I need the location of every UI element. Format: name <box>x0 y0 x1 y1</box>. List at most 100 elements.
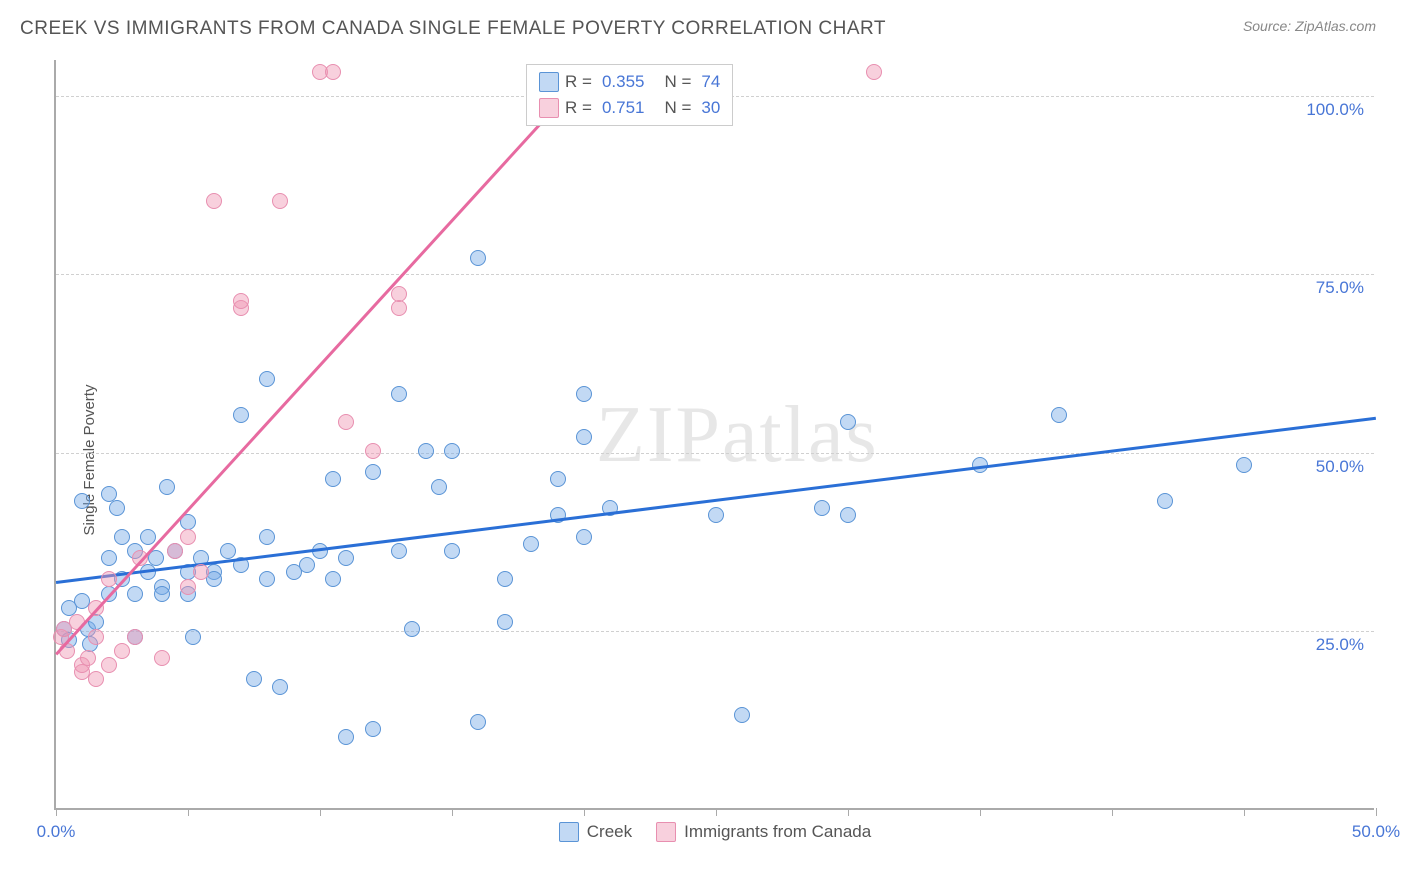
legend-label: Creek <box>587 822 632 842</box>
data-point <box>470 714 486 730</box>
y-tick-label: 100.0% <box>1306 100 1364 120</box>
data-point <box>127 586 143 602</box>
data-point <box>1236 457 1252 473</box>
r-value: 0.751 <box>602 95 645 121</box>
legend-swatch <box>559 822 579 842</box>
data-point <box>365 464 381 480</box>
data-point <box>470 250 486 266</box>
x-tick <box>188 808 189 816</box>
data-point <box>148 550 164 566</box>
data-point <box>338 414 354 430</box>
data-point <box>523 536 539 552</box>
legend-bottom: Creek Immigrants from Canada <box>56 822 1374 842</box>
x-tick <box>980 808 981 816</box>
r-value: 0.355 <box>602 69 645 95</box>
data-point <box>140 529 156 545</box>
data-point <box>272 193 288 209</box>
legend-row: R = 0.355 N = 74 <box>539 69 720 95</box>
data-point <box>325 64 341 80</box>
data-point <box>1157 493 1173 509</box>
data-point <box>576 386 592 402</box>
chart-title: CREEK VS IMMIGRANTS FROM CANADA SINGLE F… <box>20 18 886 40</box>
data-point <box>259 371 275 387</box>
data-point <box>272 679 288 695</box>
plot-area: ZIPatlas CreekImmigrants from Canada 25.… <box>54 60 1374 810</box>
data-point <box>431 479 447 495</box>
data-point <box>185 629 201 645</box>
x-tick <box>848 808 849 816</box>
data-point <box>154 650 170 666</box>
data-point <box>391 300 407 316</box>
gridline <box>56 274 1374 275</box>
legend-label: Immigrants from Canada <box>684 822 871 842</box>
data-point <box>814 500 830 516</box>
x-tick <box>1112 808 1113 816</box>
x-tick <box>716 808 717 816</box>
data-point <box>391 543 407 559</box>
data-point <box>88 671 104 687</box>
r-label: R = <box>565 69 592 95</box>
chart-container: Single Female Poverty ZIPatlas CreekImmi… <box>20 50 1386 870</box>
data-point <box>259 529 275 545</box>
x-tick <box>320 808 321 816</box>
data-point <box>734 707 750 723</box>
source-label: Source: ZipAtlas.com <box>1243 18 1376 34</box>
data-point <box>866 64 882 80</box>
data-point <box>338 550 354 566</box>
data-point <box>391 286 407 302</box>
y-tick-label: 75.0% <box>1316 278 1364 298</box>
regression-line <box>55 75 585 655</box>
legend-swatch <box>656 822 676 842</box>
data-point <box>154 586 170 602</box>
data-point <box>127 629 143 645</box>
data-point <box>325 471 341 487</box>
data-point <box>299 557 315 573</box>
data-point <box>497 614 513 630</box>
legend-item: Immigrants from Canada <box>656 822 871 842</box>
data-point <box>101 550 117 566</box>
data-point <box>325 571 341 587</box>
data-point <box>404 621 420 637</box>
data-point <box>391 386 407 402</box>
data-point <box>259 571 275 587</box>
data-point <box>109 500 125 516</box>
data-point <box>418 443 434 459</box>
data-point <box>193 564 209 580</box>
n-label: N = <box>664 95 691 121</box>
data-point <box>159 479 175 495</box>
data-point <box>497 571 513 587</box>
correlation-legend: R = 0.355 N = 74 R = 0.751 N = 30 <box>526 64 733 126</box>
legend-swatch <box>539 72 559 92</box>
x-tick <box>1244 808 1245 816</box>
legend-item: Creek <box>559 822 632 842</box>
data-point <box>80 650 96 666</box>
data-point <box>233 407 249 423</box>
data-point <box>444 543 460 559</box>
data-point <box>167 543 183 559</box>
n-label: N = <box>664 69 691 95</box>
data-point <box>114 643 130 659</box>
data-point <box>220 543 236 559</box>
x-tick <box>1376 808 1377 816</box>
n-value: 74 <box>701 69 720 95</box>
n-value: 30 <box>701 95 720 121</box>
x-tick-label: 50.0% <box>1352 822 1400 842</box>
data-point <box>840 414 856 430</box>
regression-line <box>56 417 1376 584</box>
data-point <box>840 507 856 523</box>
data-point <box>550 471 566 487</box>
data-point <box>708 507 724 523</box>
data-point <box>74 493 90 509</box>
data-point <box>88 629 104 645</box>
y-tick-label: 50.0% <box>1316 457 1364 477</box>
x-tick <box>452 808 453 816</box>
data-point <box>365 721 381 737</box>
data-point <box>576 429 592 445</box>
legend-swatch <box>539 98 559 118</box>
data-point <box>1051 407 1067 423</box>
legend-row: R = 0.751 N = 30 <box>539 95 720 121</box>
r-label: R = <box>565 95 592 121</box>
data-point <box>444 443 460 459</box>
x-tick-label: 0.0% <box>37 822 76 842</box>
data-point <box>365 443 381 459</box>
